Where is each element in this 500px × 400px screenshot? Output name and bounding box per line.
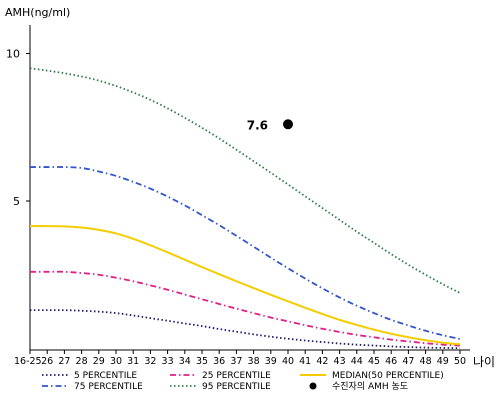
x-tick-label: 29 [93,356,105,367]
series-line-5-percentile [29,309,461,350]
series-line-75-percentile [29,166,461,340]
y-tick-label: 5 [13,195,20,208]
x-tick-label: 43 [334,356,346,367]
x-tick-label: 39 [265,356,277,367]
x-tick-label: 42 [316,356,328,367]
x-tick-label: 36 [213,356,225,367]
x-tick-label: 49 [437,356,449,367]
x-tick-label: 37 [230,356,242,367]
legend-marker-dot [309,382,317,390]
x-tick-label: 31 [127,356,139,367]
x-tick-label: 33 [162,356,174,367]
x-tick-label: 38 [248,356,260,367]
x-tick-label: 30 [110,356,122,367]
y-axis: AMH(ng/ml) 5 10 [5,6,70,350]
x-tick-label: 28 [76,356,88,367]
y-ticks: 5 10 [6,48,30,208]
series-line-95-percentile [29,67,461,294]
x-tick-label: 48 [420,356,432,367]
series-line-25-percentile [30,270,461,347]
series-lines [29,67,461,350]
x-tick-label: 27 [58,356,70,367]
y-tick-label: 10 [6,48,20,61]
series-line-median-50-percentile [29,225,461,346]
legend-label: 5 PERCENTILE [74,371,137,381]
x-tick-label: 44 [351,356,363,367]
legend-label: 95 PERCENTILE [202,382,271,392]
x-tick-label: 35 [196,356,208,367]
x-tick-label: 16-25 [14,356,42,367]
legend-label: MEDIAN(50 PERCENTILE) [332,371,444,381]
x-tick-label: 41 [299,356,311,367]
amh-marker-label: 7.6 [247,118,268,132]
x-ticks: 16-25 26 27 28 29 30 31 32 33 34 35 36 37 38 39 40 41 42 4… [14,350,466,367]
y-axis-label: AMH(ng/ml) [5,6,70,19]
marker-layer: 7.6 [247,118,293,132]
x-tick-label: 34 [179,356,191,367]
x-tick-label: 45 [368,356,380,367]
legend-label: 75 PERCENTILE [74,382,143,392]
x-tick-label: 26 [41,356,53,367]
legend-label: 25 PERCENTILE [202,371,271,381]
x-tick-label: 46 [385,356,397,367]
amh-marker-point [283,119,293,130]
x-axis: 16-25 26 27 28 29 30 31 32 33 34 35 36 37 38 39 40 41 42 4… [14,349,495,369]
x-tick-label: 32 [144,356,156,367]
x-tick-label: 50 [454,356,466,367]
x-axis-label: 나이 [473,355,495,369]
legend-marker-label: 수진자의 AMH 농도 [332,381,408,392]
x-tick-label: 40 [282,356,294,367]
legend: 5 PERCENTILE 25 PERCENTILE MEDIAN(50 PERCE… [42,371,444,392]
x-tick-label: 47 [402,356,414,367]
